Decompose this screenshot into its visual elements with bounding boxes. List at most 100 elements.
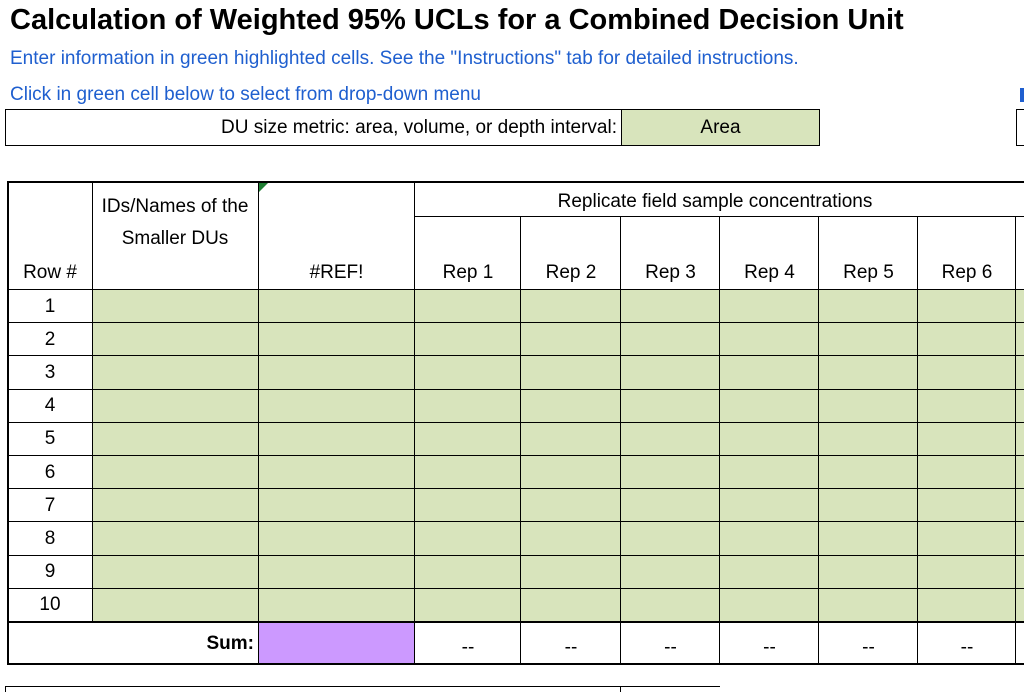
du-id-input[interactable]: [93, 489, 259, 523]
du-id-input[interactable]: [93, 456, 259, 490]
replicate-input-clipped[interactable]: [1016, 290, 1024, 324]
replicate-input[interactable]: [720, 522, 819, 556]
replicate-input[interactable]: [720, 323, 819, 357]
replicate-input[interactable]: [918, 522, 1016, 556]
replicate-input[interactable]: [819, 290, 918, 324]
replicate-input[interactable]: [521, 422, 621, 456]
replicate-input[interactable]: [819, 588, 918, 622]
replicate-input[interactable]: [720, 489, 819, 523]
sum-value: --: [564, 636, 578, 658]
replicate-input[interactable]: [521, 356, 621, 390]
replicate-input[interactable]: [918, 555, 1016, 589]
replicate-input[interactable]: [415, 522, 521, 556]
replicate-input[interactable]: [720, 555, 819, 589]
replicate-input[interactable]: [621, 555, 720, 589]
metric-dropdown[interactable]: Area: [621, 110, 819, 145]
replicate-input[interactable]: [720, 290, 819, 324]
replicate-input[interactable]: [720, 456, 819, 490]
replicate-input-clipped[interactable]: [1016, 522, 1024, 556]
replicate-input-clipped[interactable]: [1016, 489, 1024, 523]
replicate-input[interactable]: [918, 323, 1016, 357]
replicate-input[interactable]: [720, 356, 819, 390]
replicate-input[interactable]: [415, 389, 521, 423]
row-number: 7: [44, 494, 56, 516]
replicate-input[interactable]: [720, 389, 819, 423]
sum-value: --: [461, 636, 475, 658]
du-size-input[interactable]: [259, 555, 415, 589]
replicate-input[interactable]: [415, 555, 521, 589]
table-bottom-border: [7, 663, 1024, 665]
du-size-input[interactable]: [259, 389, 415, 423]
replicate-input[interactable]: [621, 389, 720, 423]
replicate-input[interactable]: [621, 323, 720, 357]
du-id-input[interactable]: [93, 323, 259, 357]
du-id-input[interactable]: [93, 588, 259, 622]
du-size-input[interactable]: [259, 323, 415, 357]
replicate-input[interactable]: [621, 356, 720, 390]
du-id-input[interactable]: [93, 290, 259, 324]
replicate-input[interactable]: [521, 389, 621, 423]
replicate-input-clipped[interactable]: [1016, 456, 1024, 490]
replicate-input[interactable]: [819, 522, 918, 556]
du-size-input[interactable]: [259, 522, 415, 556]
replicate-input[interactable]: [521, 588, 621, 622]
replicate-input[interactable]: [918, 356, 1016, 390]
replicate-input[interactable]: [521, 489, 621, 523]
du-size-input[interactable]: [259, 422, 415, 456]
replicate-input[interactable]: [415, 290, 521, 324]
replicate-input-clipped[interactable]: [1016, 323, 1024, 357]
du-size-input[interactable]: [259, 456, 415, 490]
replicate-input[interactable]: [819, 389, 918, 423]
replicate-input[interactable]: [819, 555, 918, 589]
replicate-input-clipped[interactable]: [1016, 422, 1024, 456]
du-id-input[interactable]: [93, 356, 259, 390]
replicate-input[interactable]: [521, 323, 621, 357]
replicate-input[interactable]: [720, 588, 819, 622]
replicate-input[interactable]: [521, 290, 621, 324]
replicate-input[interactable]: [621, 588, 720, 622]
replicate-input[interactable]: [819, 489, 918, 523]
grid-line: [7, 355, 1024, 356]
du-id-input[interactable]: [93, 389, 259, 423]
replicate-input[interactable]: [621, 489, 720, 523]
replicate-input[interactable]: [819, 422, 918, 456]
sum-separator: [7, 621, 1024, 623]
replicate-input[interactable]: [415, 356, 521, 390]
replicate-input-clipped[interactable]: [1016, 555, 1024, 589]
replicate-input-clipped[interactable]: [1016, 356, 1024, 390]
du-size-input[interactable]: [259, 489, 415, 523]
du-size-input[interactable]: [259, 290, 415, 324]
replicate-input[interactable]: [918, 456, 1016, 490]
replicate-input[interactable]: [415, 422, 521, 456]
replicate-input[interactable]: [918, 422, 1016, 456]
replicate-input-clipped[interactable]: [1016, 588, 1024, 622]
replicate-input[interactable]: [415, 489, 521, 523]
du-id-input[interactable]: [93, 555, 259, 589]
replicate-input[interactable]: [819, 356, 918, 390]
du-id-input[interactable]: [93, 522, 259, 556]
replicate-input[interactable]: [415, 456, 521, 490]
replicate-input[interactable]: [918, 588, 1016, 622]
du-size-input[interactable]: [259, 588, 415, 622]
replicate-input-clipped[interactable]: [1016, 389, 1024, 423]
grid-line: [719, 216, 720, 665]
replicate-input[interactable]: [415, 323, 521, 357]
replicate-input[interactable]: [918, 389, 1016, 423]
replicate-input[interactable]: [819, 456, 918, 490]
replicate-input[interactable]: [918, 489, 1016, 523]
replicate-input[interactable]: [521, 555, 621, 589]
replicate-input[interactable]: [521, 456, 621, 490]
row-number: 1: [44, 295, 56, 317]
replicate-input[interactable]: [918, 290, 1016, 324]
replicate-input[interactable]: [521, 522, 621, 556]
replicate-input[interactable]: [621, 422, 720, 456]
replicate-input[interactable]: [720, 422, 819, 456]
grid-line: [1015, 216, 1016, 665]
replicate-input[interactable]: [621, 456, 720, 490]
du-size-input[interactable]: [259, 356, 415, 390]
replicate-input[interactable]: [415, 588, 521, 622]
du-id-input[interactable]: [93, 422, 259, 456]
replicate-input[interactable]: [819, 323, 918, 357]
replicate-input[interactable]: [621, 522, 720, 556]
replicate-input[interactable]: [621, 290, 720, 324]
